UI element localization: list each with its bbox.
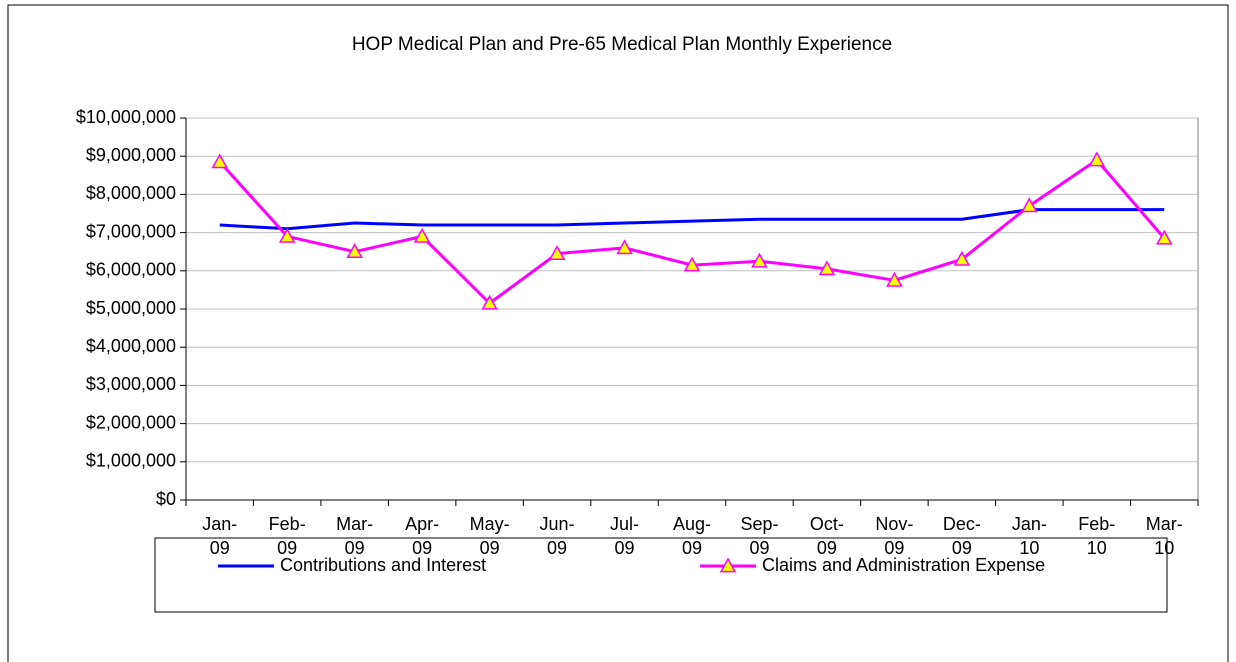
marker xyxy=(616,239,633,255)
y-tick-label: $5,000,000 xyxy=(86,298,176,318)
marker xyxy=(1088,151,1106,167)
y-tick-label: $10,000,000 xyxy=(76,107,176,127)
legend-marker xyxy=(719,557,737,573)
marker xyxy=(211,153,229,169)
marker xyxy=(481,294,498,310)
chart-title: HOP Medical Plan and Pre-65 Medical Plan… xyxy=(352,34,892,55)
y-tick-label: $3,000,000 xyxy=(86,374,176,394)
x-tick-label: Oct-09 xyxy=(809,514,844,558)
y-tick-label: $2,000,000 xyxy=(86,412,176,432)
marker xyxy=(886,271,903,287)
y-tick-label: $6,000,000 xyxy=(86,260,176,280)
x-tick-label: Jul-09 xyxy=(610,514,640,558)
x-tick-label: Apr-09 xyxy=(405,514,440,558)
x-tick-label: May-09 xyxy=(469,514,510,558)
marker xyxy=(751,252,768,268)
marker xyxy=(683,256,701,272)
x-tick-label: Jan-09 xyxy=(202,514,238,558)
marker xyxy=(548,245,566,260)
x-tick-label: Jan-10 xyxy=(1011,514,1047,558)
x-tick-label: Feb-09 xyxy=(268,514,306,558)
y-tick-label: $8,000,000 xyxy=(86,183,176,203)
y-tick-label: $9,000,000 xyxy=(86,145,176,165)
marker xyxy=(278,227,296,243)
y-tick-label: $0 xyxy=(156,489,176,509)
series-line xyxy=(219,208,1165,231)
y-tick-label: $7,000,000 xyxy=(86,221,176,241)
x-tick-label: Aug-09 xyxy=(672,514,712,558)
y-tick-label: $4,000,000 xyxy=(86,336,176,356)
x-tick-label: Dec-09 xyxy=(942,514,981,558)
marker xyxy=(953,250,971,266)
marker xyxy=(1021,197,1038,213)
legend-label: Contributions and Interest xyxy=(280,555,486,575)
x-tick-label: Mar-09 xyxy=(336,514,374,558)
x-tick-label: Nov-09 xyxy=(875,514,914,558)
marker xyxy=(346,243,363,259)
marker xyxy=(413,227,431,243)
x-tick-label: Jun-09 xyxy=(539,514,575,558)
x-tick-label: Feb-10 xyxy=(1078,514,1116,558)
x-tick-label: Mar-10 xyxy=(1145,514,1183,558)
marker xyxy=(818,260,836,276)
marker xyxy=(1155,229,1173,245)
x-tick-label: Sep-09 xyxy=(740,514,779,558)
legend-label: Claims and Administration Expense xyxy=(762,555,1045,575)
y-tick-label: $1,000,000 xyxy=(86,451,176,471)
legend-box xyxy=(154,537,1168,613)
